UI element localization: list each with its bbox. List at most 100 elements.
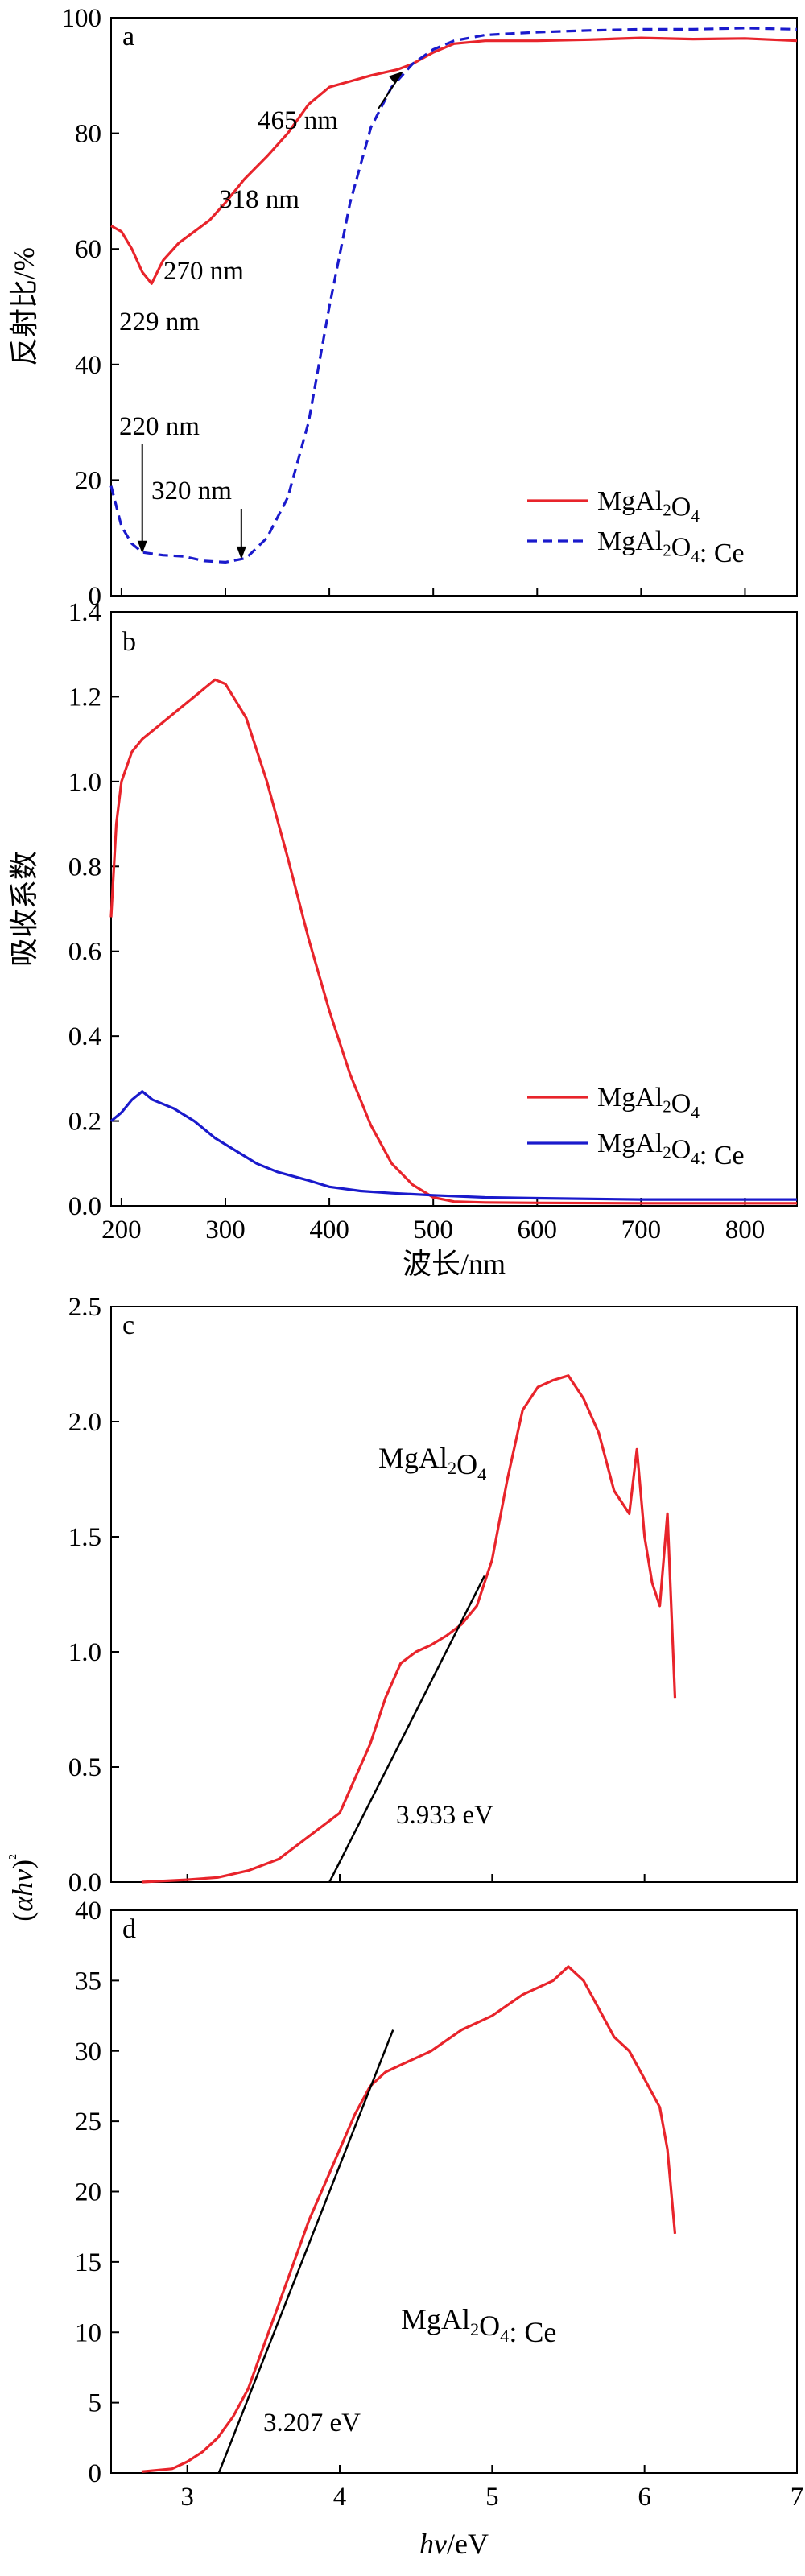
panel-d-series-1-line [141,1965,677,2473]
panel-d-fit-line [217,2029,394,2474]
panel-a-frame [110,17,798,597]
panel-a-y-ticklabel: 20 [75,466,101,495]
panel-b-x-ticklabel: 500 [413,1216,453,1245]
panel-d-frame [110,1909,798,2474]
panel-a-series-2-line [109,27,798,564]
panel-a-annotation-465: 465 nm [258,106,338,135]
panel-c-fit-line [328,1575,485,1883]
panel-a-arrowhead-465 [389,71,403,85]
panel-d-xlabel-part: hν [419,2528,447,2560]
panel-b-y-ticklabel: 1.0 [68,768,101,797]
panel-d-y-ticklabel: 35 [75,1967,101,1996]
panel-b-legend-label-1-part: MgAl [597,1083,663,1113]
panel-d-y-ticklabel: 0 [89,2459,102,2488]
panel-a-legend-label-1-part: O [671,492,691,522]
panel-a-y-ticklabel: 0 [89,582,102,611]
panel-d-letter: d [122,1914,136,1944]
panel-b-legend-label-2: MgAl2O4: Ce [597,1129,745,1170]
panel-a-legend-label-2: MgAl2O4: Ce [597,526,745,568]
panel-a-y-ticklabel: 60 [75,235,101,264]
panel-d-annotation-label-sub: 2 [470,2319,479,2339]
panel-d-y-ticklabel: 10 [75,2318,101,2347]
panel-a-legend-label-1-part: MgAl [597,486,663,516]
panel-b-legend-label-2-part: : Ce [700,1141,745,1170]
panel-b-x-ticklabel: 400 [309,1216,349,1245]
panel-a-annotation-220: 220 nm [119,412,200,441]
panel-a-legend-label-2-part: : Ce [700,539,745,568]
panel-d-y-ticklabel: 20 [75,2178,101,2207]
panel-c-letter: c [122,1311,134,1340]
panel-b-x-ticklabel: 700 [621,1216,662,1245]
panel-a-legend-label-2-sub: 2 [663,540,671,559]
panel-c-frame [110,1306,798,1883]
panel-b-y-ticklabel: 0.4 [68,1022,101,1051]
panel-d-y-ticklabel: 5 [89,2389,102,2418]
panel-d-annotation-label-part: : Ce [509,2316,556,2348]
panel-a-legend-label-1-sub: 4 [691,506,700,526]
panel-a-legend-label-2-part: MgAl [597,526,663,556]
panel-b-y-ticklabel: 0.6 [68,938,101,967]
panel-c-y-ticklabel: 0.0 [68,1868,101,1897]
panel-c-annotation-label-part: MgAl [378,1442,448,1474]
panel-b-legend-label-1-sub: 2 [663,1096,671,1116]
panel-b-x-ticklabel: 800 [725,1216,766,1245]
panel-d-ylabel-part: ( [6,1912,39,1922]
panel-d-ylabel: (αhν)² [5,1854,39,1922]
panel-a-y-ticklabel: 80 [75,120,101,149]
panel-a-legend-label-2-sub: 4 [691,547,700,566]
panel-a-annotation-320: 320 nm [151,477,232,506]
panel-b-y-ticklabel: 1.2 [68,683,101,712]
panel-b-legend-label-1: MgAl2O4 [597,1083,700,1122]
panel-a-annotation-270: 270 nm [163,257,244,286]
panel-b-legend-label-2-part: O [671,1134,691,1164]
panel-c-annotation-label-sub: 4 [477,1464,486,1484]
panel-a-ylabel: 反射比/% [8,247,40,366]
panel-d-x-ticklabel: 3 [180,2483,194,2512]
panel-b-legend-label-2-sub: 4 [691,1149,700,1168]
panel-b-legend-label-2-sub: 2 [663,1142,671,1162]
panel-d-ylabel-part: ² [5,1854,25,1860]
panel-a-annotation-229: 229 nm [119,308,200,336]
panel-a-series-1-line [110,36,798,285]
panel-d-xlabel-part: /eV [447,2528,489,2560]
panel-d-annotation-label-part: MgAl [401,2303,470,2335]
panel-b-x-ticklabel: 200 [101,1216,142,1245]
panel-b-ylabel: 吸收系数 [8,851,40,967]
panel-d-annotation-label-part: O [479,2310,500,2342]
panel-d-ylabel-part: ) [6,1860,39,1869]
panel-a-legend-label-1: MgAl2O4 [597,486,700,526]
panel-d-y-ticklabel: 40 [75,1897,101,1926]
panel-d-x-ticklabel: 7 [791,2483,804,2512]
panel-c-y-ticklabel: 1.0 [68,1638,101,1667]
panel-a-letter: a [122,22,134,52]
panel-a-legend-label-2-part: O [671,532,691,562]
panel-b-legend-label-2-part: MgAl [597,1129,663,1158]
panel-b-legend-label-1-sub: 4 [691,1103,700,1122]
panel-d-annotation-label: MgAl2O4: Ce [401,2303,556,2348]
panel-b-y-ticklabel: 0.0 [68,1192,101,1221]
panel-d-x-ticklabel: 6 [638,2483,651,2512]
panel-d-y-ticklabel: 25 [75,2107,101,2136]
panel-a-annotation-318: 318 nm [219,185,299,214]
panel-a-y-ticklabel: 100 [62,4,102,33]
panel-c-y-ticklabel: 2.0 [68,1408,101,1437]
panel-d-ylabel-part: αhν [6,1869,39,1912]
panel-b-series-2-line [109,1090,797,1201]
panel-a-arrowhead-320 [236,546,246,559]
panel-a-legend-label-1-sub: 2 [663,500,671,519]
panel-c-annotation-label-sub: 2 [448,1458,456,1478]
panel-d-xlabel: hν/eV [419,2528,489,2560]
panel-b-x-ticklabel: 300 [205,1216,246,1245]
panel-b-letter: b [122,627,136,657]
panel-b-xlabel: 波长/nm [402,1248,506,1280]
panel-d-y-ticklabel: 30 [75,2037,101,2066]
panel-a-arrowhead-220 [137,540,147,554]
panel-c-series-1-line [141,1374,677,1884]
panel-b-legend-label-1-part: O [671,1088,691,1118]
panel-a-y-ticklabel: 40 [75,351,101,380]
panel-c-y-ticklabel: 2.5 [68,1293,101,1322]
panel-c-y-ticklabel: 1.5 [68,1523,101,1552]
panel-d-x-ticklabel: 4 [333,2483,347,2512]
panel-d-y-ticklabel: 15 [75,2248,101,2277]
